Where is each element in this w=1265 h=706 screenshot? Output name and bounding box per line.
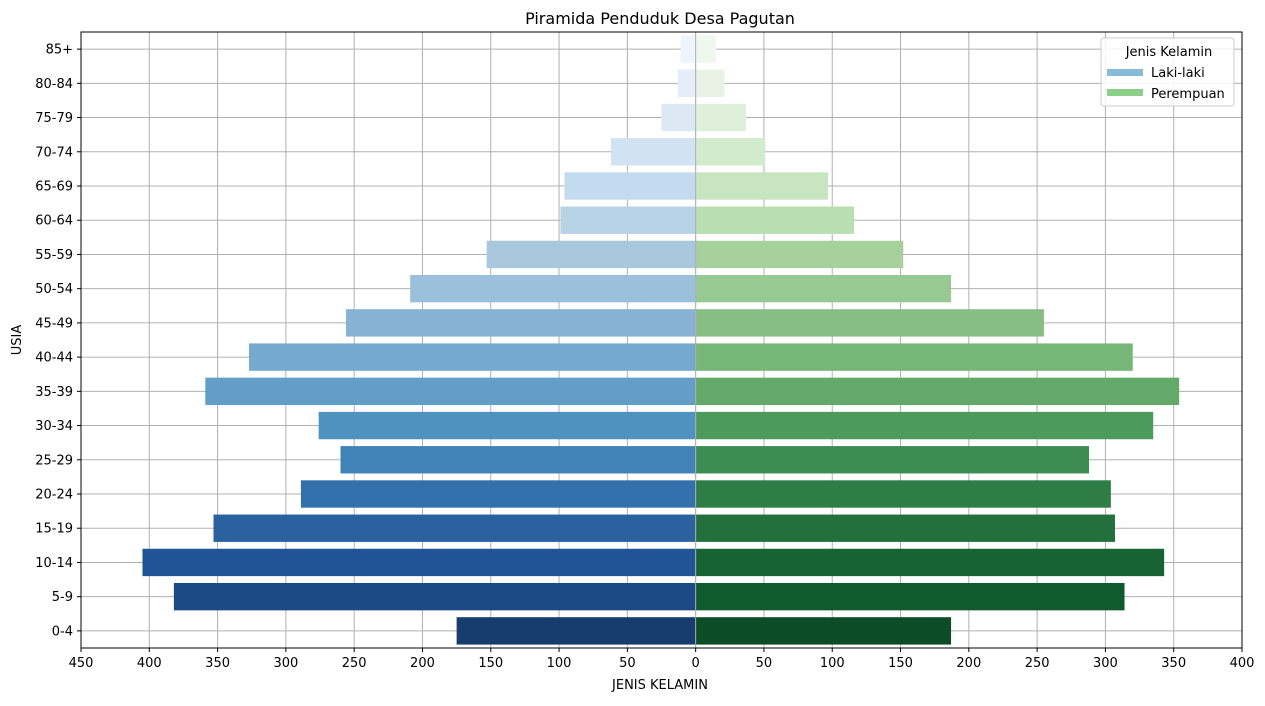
legend-title: Jenis Kelamin <box>1125 45 1213 60</box>
y-tick-label: 65-69 <box>35 180 73 195</box>
x-tick-label: 300 <box>1093 656 1118 671</box>
bar-perempuan-60-64 <box>695 206 855 234</box>
y-tick-label: 80-84 <box>35 77 73 92</box>
x-tick-label: 150 <box>478 656 503 671</box>
y-tick-label: 5-9 <box>52 590 73 605</box>
legend-label-laki-laki: Laki-laki <box>1151 66 1205 81</box>
legend-swatch-laki-laki <box>1107 69 1143 76</box>
bar-laki-laki-15-19 <box>213 514 696 542</box>
bar-laki-laki-30-34 <box>318 411 696 440</box>
bar-perempuan-25-29 <box>695 446 1090 474</box>
bar-perempuan-65-69 <box>695 172 829 200</box>
bar-perempuan-30-34 <box>695 411 1154 440</box>
bar-laki-laki-40-44 <box>249 343 696 371</box>
bar-perempuan-35-39 <box>695 377 1180 406</box>
x-tick-label: 450 <box>69 656 94 671</box>
bar-perempuan-40-44 <box>695 343 1133 371</box>
x-tick-label: 100 <box>820 656 845 671</box>
x-tick-label: 300 <box>273 656 298 671</box>
x-tick-label: 400 <box>1230 656 1255 671</box>
bar-laki-laki-70-74 <box>610 138 696 166</box>
y-tick-label: 40-44 <box>35 351 73 366</box>
y-tick-label: 60-64 <box>35 214 73 229</box>
plot-frame <box>80 31 1243 649</box>
x-tick-label: 50 <box>619 656 636 671</box>
x-tick-label: 350 <box>205 656 230 671</box>
x-tick-label: 150 <box>888 656 913 671</box>
x-tick-label: 200 <box>410 656 435 671</box>
bar-laki-laki-75-79 <box>661 103 696 132</box>
legend-swatch-perempuan <box>1107 89 1143 96</box>
bar-laki-laki-55-59 <box>486 240 696 269</box>
y-axis-label: USIA <box>10 325 25 356</box>
axes: 450 400 350 300 250 200 150 100 50 0 50 100 150 200 25… <box>35 31 1255 671</box>
bar-perempuan-20-24 <box>695 480 1111 508</box>
bar-perempuan-75-79 <box>695 103 747 132</box>
bar-laki-laki-80-84 <box>677 69 696 98</box>
y-tick-label: 55-59 <box>35 248 73 263</box>
y-tick-label: 0-4 <box>52 624 73 639</box>
y-tick-label: 20-24 <box>35 488 73 503</box>
bar-perempuan-80-84 <box>695 69 725 98</box>
y-tick-label: 70-74 <box>35 145 73 160</box>
bars <box>142 32 1180 648</box>
bar-perempuan-85plus <box>695 35 717 63</box>
legend: Jenis Kelamin Laki-laki Perempuan <box>1100 37 1235 107</box>
bar-perempuan-70-74 <box>695 138 766 166</box>
bar-perempuan-5-9 <box>695 582 1125 611</box>
x-tick-label: 250 <box>1025 656 1050 671</box>
y-tick-label: 25-29 <box>35 453 73 468</box>
bar-perempuan-10-14 <box>695 548 1165 577</box>
bar-laki-laki-85plus <box>680 35 696 63</box>
bar-perempuan-15-19 <box>695 514 1115 542</box>
chart-title: Piramida Penduduk Desa Pagutan <box>525 9 795 28</box>
bar-perempuan-50-54 <box>695 274 952 303</box>
y-tick-label: 35-39 <box>35 385 73 400</box>
bar-perempuan-45-49 <box>695 309 1044 337</box>
bar-laki-laki-60-64 <box>560 206 696 234</box>
bar-laki-laki-65-69 <box>564 172 696 200</box>
bar-laki-laki-45-49 <box>345 309 696 337</box>
x-axis-label: JENIS KELAMIN <box>611 678 708 693</box>
bar-laki-laki-0-4 <box>456 617 696 645</box>
legend-label-perempuan: Perempuan <box>1151 87 1225 102</box>
y-tick-label: 50-54 <box>35 282 73 297</box>
bar-laki-laki-25-29 <box>340 446 696 474</box>
x-tick-label: 50 <box>756 656 773 671</box>
bar-laki-laki-20-24 <box>300 480 696 508</box>
y-tick-label: 30-34 <box>35 419 73 434</box>
y-tick-label: 10-14 <box>35 556 73 571</box>
x-tick-label: 350 <box>1161 656 1186 671</box>
bar-laki-laki-5-9 <box>173 582 696 611</box>
y-tick-label: 85+ <box>46 43 73 58</box>
y-tick-label: 75-79 <box>35 111 73 126</box>
bar-perempuan-0-4 <box>695 617 952 645</box>
bar-laki-laki-35-39 <box>205 377 696 406</box>
bar-perempuan-55-59 <box>695 240 904 269</box>
x-tick-label: 0 <box>692 656 700 671</box>
x-tick-label: 200 <box>956 656 981 671</box>
x-tick-label: 400 <box>137 656 162 671</box>
y-tick-label: 15-19 <box>35 522 73 537</box>
x-tick-label: 100 <box>547 656 572 671</box>
bar-laki-laki-10-14 <box>142 548 696 577</box>
bar-laki-laki-50-54 <box>410 274 696 303</box>
y-tick-label: 45-49 <box>35 316 73 331</box>
x-tick-label: 250 <box>342 656 367 671</box>
